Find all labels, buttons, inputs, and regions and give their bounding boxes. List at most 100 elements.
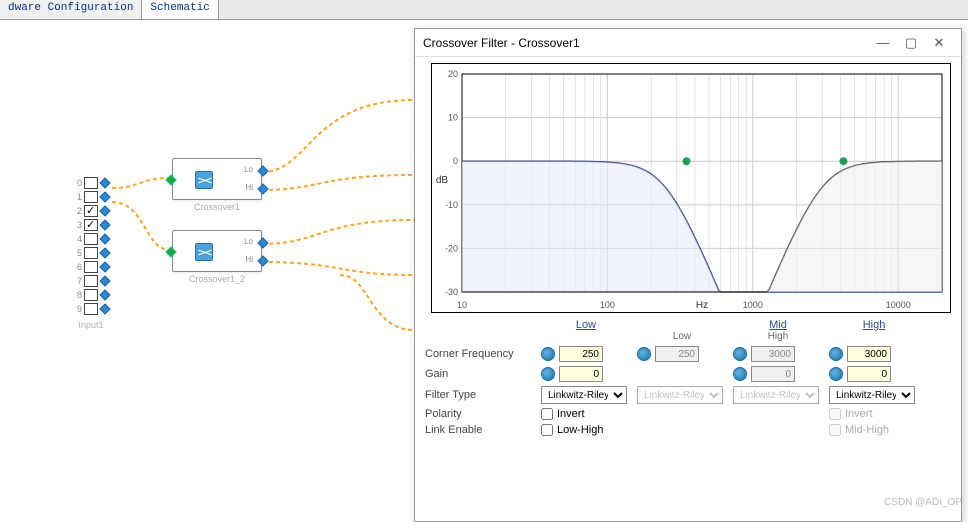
svg-text:10000: 10000 xyxy=(886,300,911,310)
gain-low-input[interactable] xyxy=(559,366,603,382)
tab-hardware-config[interactable]: dware Configuration xyxy=(0,0,142,19)
pin-out-lo-icon[interactable] xyxy=(257,165,268,176)
out-hi-label: Hi xyxy=(245,255,253,264)
input-row-num: 3 xyxy=(72,220,84,230)
gain-high-input[interactable] xyxy=(847,366,891,382)
schematic-canvas[interactable]: 0123456789 Input1 Lo Hi Crossover1 Lo Hi… xyxy=(0,20,968,510)
label-link-enable: Link Enable xyxy=(425,424,535,436)
gain-low[interactable] xyxy=(541,366,631,382)
input-block[interactable]: 0123456789 Input1 xyxy=(72,176,110,330)
polarity-low[interactable]: Invert xyxy=(541,408,631,420)
maximize-button[interactable]: ▢ xyxy=(897,33,925,53)
polarity-low-checkbox[interactable] xyxy=(541,408,553,420)
pin-out-hi-icon[interactable] xyxy=(257,183,268,194)
corner-high-input[interactable] xyxy=(847,346,891,362)
corner-low-input[interactable] xyxy=(559,346,603,362)
input-row-num: 5 xyxy=(72,248,84,258)
input-row-num: 0 xyxy=(72,178,84,188)
polarity-high: Invert xyxy=(829,408,919,420)
input-row-checkbox[interactable] xyxy=(84,275,98,287)
pin-icon[interactable] xyxy=(99,247,110,258)
input-row-num: 4 xyxy=(72,234,84,244)
pin-icon[interactable] xyxy=(99,177,110,188)
pin-icon[interactable] xyxy=(99,233,110,244)
knob-icon xyxy=(637,347,651,361)
gain-high[interactable] xyxy=(829,366,919,382)
corner-high[interactable] xyxy=(829,346,919,362)
pin-in-icon[interactable] xyxy=(165,174,176,185)
out-lo-label: Lo xyxy=(244,165,253,174)
close-button[interactable]: ✕ xyxy=(925,33,953,53)
svg-text:-20: -20 xyxy=(445,243,458,253)
gain-mid-input xyxy=(751,366,795,382)
svg-text:20: 20 xyxy=(448,69,458,79)
corner-mid-high xyxy=(733,346,823,362)
pin-icon[interactable] xyxy=(99,205,110,216)
pin-in-icon[interactable] xyxy=(165,246,176,257)
input-row-num: 2 xyxy=(72,206,84,216)
corner-low[interactable] xyxy=(541,346,631,362)
pin-out-lo-icon[interactable] xyxy=(257,237,268,248)
pin-icon[interactable] xyxy=(99,303,110,314)
minimize-button[interactable]: — xyxy=(869,33,897,53)
knob-icon[interactable] xyxy=(541,347,555,361)
input-row-checkbox[interactable] xyxy=(84,261,98,273)
crossover-icon xyxy=(195,243,213,261)
knob-icon[interactable] xyxy=(829,347,843,361)
input-row-num: 7 xyxy=(72,276,84,286)
polarity-high-checkbox xyxy=(829,408,841,420)
pin-icon[interactable] xyxy=(99,275,110,286)
header-mid: Mid xyxy=(733,319,823,331)
pin-icon[interactable] xyxy=(99,219,110,230)
header-low: Low xyxy=(541,319,631,331)
svg-text:-30: -30 xyxy=(445,287,458,297)
pin-out-hi-icon[interactable] xyxy=(257,255,268,266)
label-corner-freq: Corner Frequency xyxy=(425,348,535,360)
pin-icon[interactable] xyxy=(99,191,110,202)
input-row-checkbox[interactable] xyxy=(84,191,98,203)
header-high: High xyxy=(829,319,919,331)
gain-mid xyxy=(733,366,823,382)
knob-icon[interactable] xyxy=(541,367,555,381)
knob-icon xyxy=(733,347,747,361)
svg-text:-10: -10 xyxy=(445,200,458,210)
ftype-mid-high-select: Linkwitz-Riley 24 xyxy=(733,386,819,404)
knob-icon[interactable] xyxy=(829,367,843,381)
input-row-checkbox[interactable] xyxy=(84,247,98,259)
corner-mid-low xyxy=(637,346,727,362)
crossover-block-2-label: Crossover1_2 xyxy=(172,274,262,284)
svg-text:Hz: Hz xyxy=(696,300,708,311)
crossover-block-1-label: Crossover1 xyxy=(172,202,262,212)
ftype-high-select[interactable]: Linkwitz-Riley 24 xyxy=(829,386,915,404)
crossover-icon xyxy=(195,171,213,189)
input-row-checkbox[interactable] xyxy=(84,303,98,315)
input-row-num: 9 xyxy=(72,304,84,314)
link-mid-high: Mid-High xyxy=(829,424,919,436)
corner-mid-high-input xyxy=(751,346,795,362)
input-row-checkbox[interactable] xyxy=(84,205,98,217)
ftype-low-select[interactable]: Linkwitz-Riley 24 xyxy=(541,386,627,404)
svg-text:10: 10 xyxy=(457,300,467,310)
out-hi-label: Hi xyxy=(245,183,253,192)
svg-text:10: 10 xyxy=(448,113,458,123)
input-row-checkbox[interactable] xyxy=(84,177,98,189)
crossover-block-1[interactable]: Lo Hi Crossover1 xyxy=(172,158,262,212)
input-row-num: 8 xyxy=(72,290,84,300)
input-row-checkbox[interactable] xyxy=(84,219,98,231)
link-low-high-checkbox[interactable] xyxy=(541,424,553,436)
tab-schematic[interactable]: Schematic xyxy=(142,0,218,19)
label-filter-type: Filter Type xyxy=(425,389,535,401)
header-mid-high: High xyxy=(733,331,823,342)
svg-text:dB: dB xyxy=(436,175,449,186)
crossover-block-2[interactable]: Lo Hi Crossover1_2 xyxy=(172,230,262,284)
pin-icon[interactable] xyxy=(99,289,110,300)
input-row-checkbox[interactable] xyxy=(84,289,98,301)
input-row-checkbox[interactable] xyxy=(84,233,98,245)
response-chart[interactable]: -30-20-100102010100100010000HzdB xyxy=(431,63,951,313)
pin-icon[interactable] xyxy=(99,261,110,272)
input-block-label: Input1 xyxy=(72,320,110,330)
ftype-mid-low-select: Linkwitz-Riley 24 xyxy=(637,386,723,404)
link-low-high[interactable]: Low-High xyxy=(541,424,631,436)
label-gain: Gain xyxy=(425,368,535,380)
svg-text:100: 100 xyxy=(600,300,615,310)
